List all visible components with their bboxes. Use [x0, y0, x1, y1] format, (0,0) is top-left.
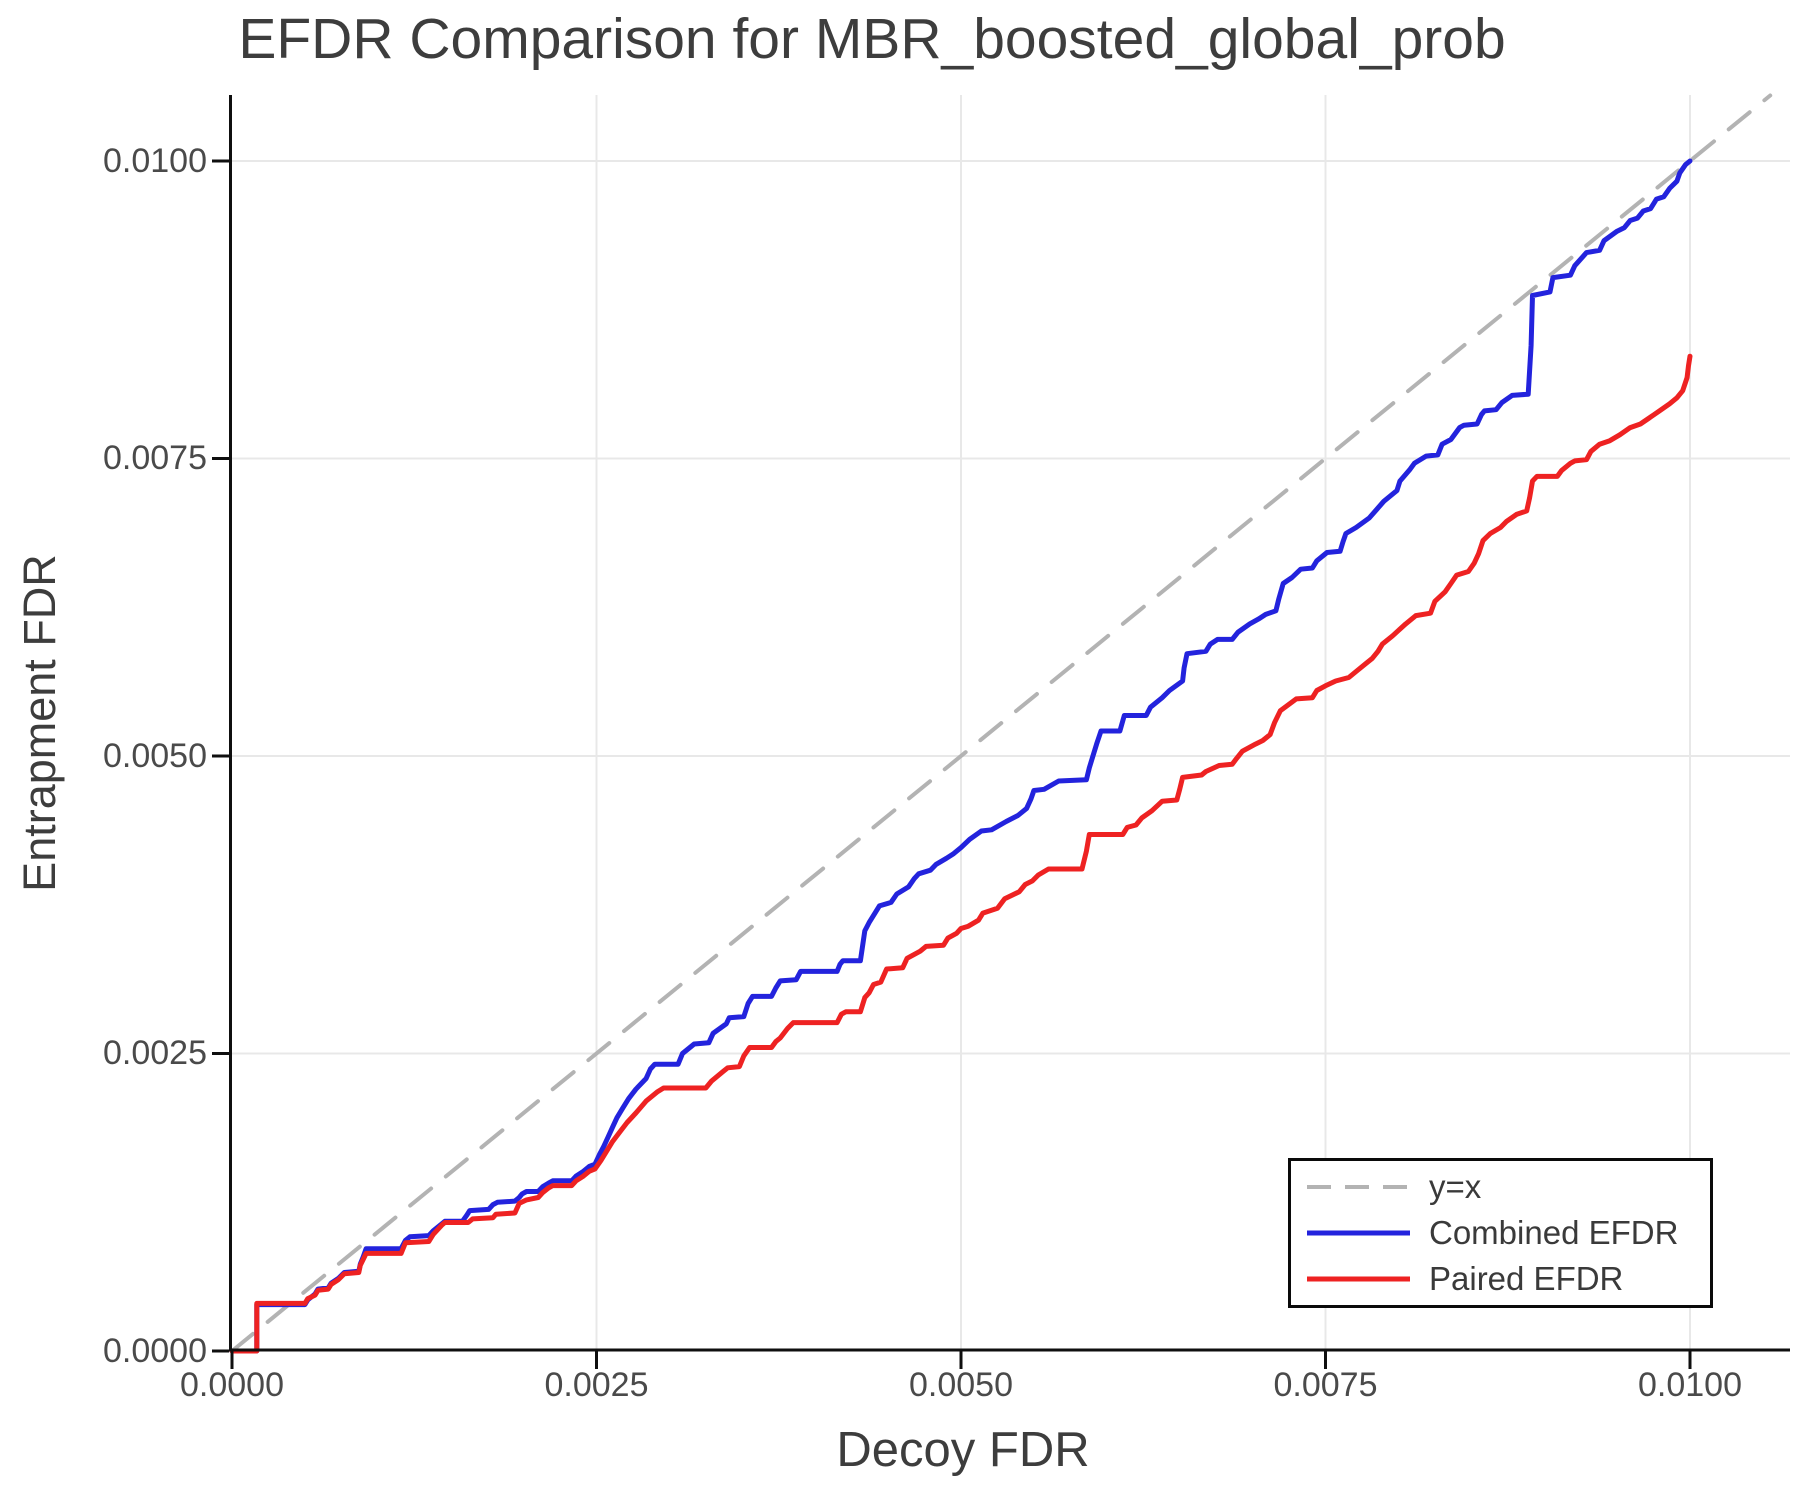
legend-item-identity: y=x	[1305, 1165, 1710, 1209]
y-tick-label-3: 0.0075	[103, 439, 207, 477]
combined-line-sample	[1307, 1230, 1410, 1236]
paired-line-sample	[1307, 1276, 1410, 1282]
y-tick-label-1: 0.0025	[103, 1034, 207, 1072]
x-tick-label-1: 0.0025	[544, 1366, 649, 1404]
paired-efdr-line	[229, 353, 1693, 1354]
identity-line	[230, 93, 1773, 1353]
identity-line-sample	[1307, 1185, 1410, 1189]
x-tick-label-4: 0.0100	[1638, 1366, 1742, 1404]
x-tick-label-3: 0.0075	[1273, 1366, 1378, 1404]
y-tick-label-2: 0.0050	[103, 737, 207, 775]
legend-item-combined: Combined EFDR	[1305, 1211, 1710, 1255]
legend-item-paired: Paired EFDR	[1305, 1257, 1710, 1301]
y-tick-label-4: 0.0100	[103, 142, 207, 180]
y-tick-label-0: 0.0000	[103, 1332, 207, 1370]
axis-spines	[229, 95, 1790, 1352]
grid-lines	[231, 95, 1790, 1350]
legend-label-paired: Paired EFDR	[1429, 1260, 1624, 1297]
tick-marks	[212, 159, 1692, 1369]
legend-box: y=x Combined EFDR Paired EFDR	[1288, 1158, 1713, 1308]
chart-title: EFDR Comparison for MBR_boosted_global_p…	[238, 7, 1506, 71]
combined-efdr-line	[229, 158, 1693, 1354]
x-tick-label-0: 0.0000	[180, 1366, 284, 1404]
x-tick-label-2: 0.0050	[909, 1366, 1013, 1404]
legend-label-identity: y=x	[1429, 1168, 1482, 1205]
series-lines	[229, 93, 1773, 1354]
legend-label-combined: Combined EFDR	[1429, 1214, 1679, 1251]
x-axis-label: Decoy FDR	[836, 1423, 1090, 1477]
